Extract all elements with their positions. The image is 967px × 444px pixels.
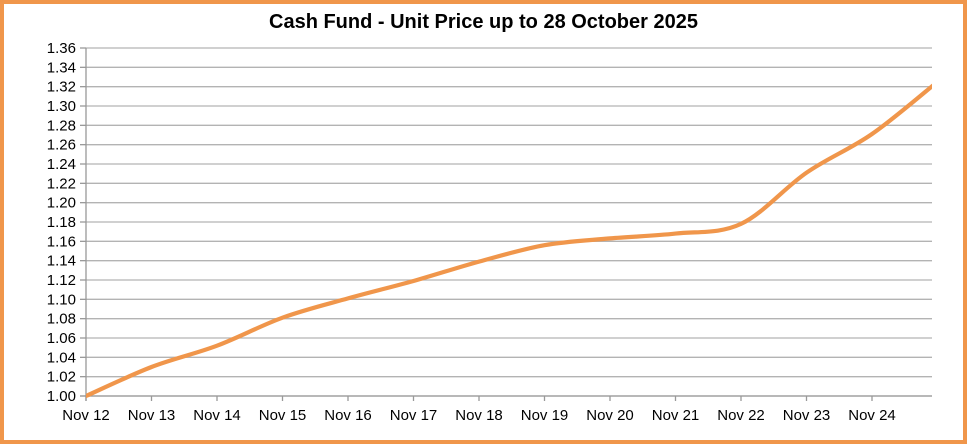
y-tick-label: 1.22	[47, 175, 76, 192]
x-tick-label: Nov 23	[783, 407, 831, 424]
y-tick-label: 1.10	[47, 291, 76, 308]
y-tick-label: 1.24	[47, 156, 76, 173]
x-tick-label: Nov 12	[62, 407, 110, 424]
x-tick-label: Nov 16	[324, 407, 372, 424]
gridlines-layer	[86, 47, 932, 397]
y-tick-label: 1.04	[47, 349, 76, 366]
y-tick-label: 1.20	[47, 195, 76, 212]
y-tick-label: 1.00	[47, 388, 76, 405]
series-layer	[86, 83, 932, 399]
y-tick-label: 1.08	[47, 311, 76, 328]
x-tick-label: Nov 17	[390, 407, 438, 424]
x-tick-label: Nov 20	[586, 407, 634, 424]
chart-title: Cash Fund - Unit Price up to 28 October …	[269, 11, 698, 33]
x-tick-label: Nov 14	[193, 407, 241, 424]
tick-labels-layer: 1.00 1.02 1.04 1.06 1.08 1.10 1.12 1.14 1.16 1.18…	[47, 40, 896, 424]
x-tick-label: Nov 18	[455, 407, 503, 424]
y-tick-label: 1.18	[47, 214, 76, 231]
y-tick-label: 1.28	[47, 117, 76, 134]
x-tick-label: Nov 24	[848, 407, 896, 424]
x-tick-label: Nov 13	[128, 407, 176, 424]
unit-price-line	[86, 83, 932, 399]
y-tick-label: 1.30	[47, 98, 76, 115]
plot-svg: 1.00 1.02 1.04 1.06 1.08 1.10 1.12 1.14 1.16 1.18…	[47, 40, 932, 424]
x-tick-label: Nov 21	[652, 407, 700, 424]
y-tick-label: 1.12	[47, 272, 76, 289]
x-tick-label: Nov 22	[717, 407, 765, 424]
y-tick-label: 1.14	[47, 253, 76, 270]
y-tick-label: 1.02	[47, 369, 76, 386]
x-tick-label: Nov 15	[259, 407, 307, 424]
axes-layer	[80, 47, 932, 401]
y-tick-label: 1.32	[47, 79, 76, 96]
x-tick-label: Nov 19	[521, 407, 569, 424]
y-tick-label: 1.36	[47, 40, 76, 57]
y-tick-label: 1.26	[47, 137, 76, 154]
y-tick-label: 1.06	[47, 330, 76, 347]
y-tick-label: 1.16	[47, 233, 76, 250]
y-tick-label: 1.34	[47, 59, 76, 76]
